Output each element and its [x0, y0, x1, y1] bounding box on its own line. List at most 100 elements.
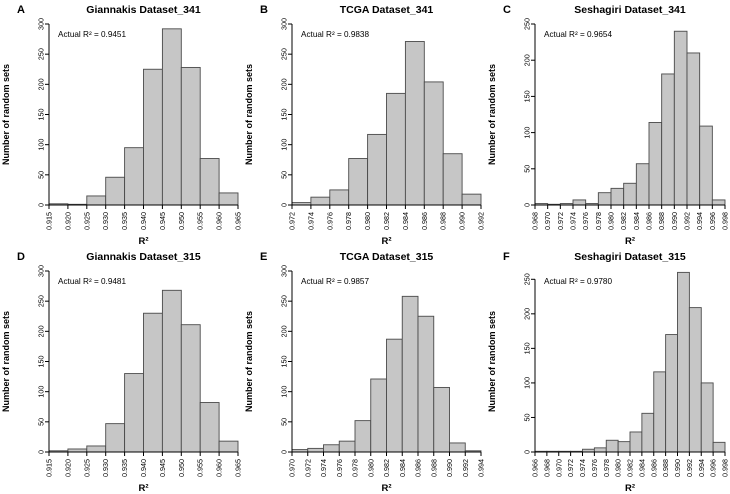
panel-title: Giannakis Dataset_341: [86, 4, 201, 16]
y-tick-label: 150: [37, 356, 46, 368]
y-axis-label: Number of random sets: [487, 64, 497, 165]
panel-b: 0.972 0.974 0.976 0.978 0.980 0.982 0.984 0.986…: [243, 0, 486, 247]
histogram-bar: [461, 193, 482, 206]
histogram-bar: [617, 441, 631, 453]
histogram-bar: [329, 189, 350, 206]
histogram-bar: [180, 66, 201, 206]
x-tick-label: 0.972: [288, 212, 297, 230]
panel-title: TCGA Dataset_315: [340, 251, 434, 263]
histogram-bar: [665, 334, 678, 453]
y-tick-label: 250: [37, 295, 46, 307]
y-axis-label: Number of random sets: [244, 311, 254, 412]
y-tick-label: 200: [523, 308, 532, 320]
x-tick-label: 0.982: [382, 459, 391, 477]
x-tick-label: 0.984: [398, 459, 407, 477]
y-tick-label: 150: [523, 342, 532, 354]
histogram-bar: [218, 440, 239, 453]
actual-r2-annotation: Actual R² = 0.9838: [301, 30, 369, 39]
histogram-bar: [404, 41, 425, 206]
histogram-bar: [712, 441, 726, 453]
histogram-bar: [673, 30, 688, 206]
y-tick-label: 200: [37, 325, 46, 337]
x-tick-label: 0.970: [288, 459, 297, 477]
x-tick-label: 0.986: [649, 459, 658, 477]
x-axis-label: R²: [381, 483, 391, 494]
y-tick-label: 50: [37, 171, 46, 179]
x-tick-label: 0.920: [63, 212, 72, 230]
y-tick-label: 300: [37, 18, 46, 30]
x-tick-label: 0.980: [614, 459, 623, 477]
histogram-bar: [423, 81, 444, 206]
y-axis-label: Number of random sets: [487, 311, 497, 412]
x-tick-label: 0.945: [158, 459, 167, 477]
x-tick-label: 0.990: [673, 459, 682, 477]
x-tick-label: 0.986: [420, 212, 429, 230]
histogram-bar: [86, 445, 107, 453]
panel-plot-b: 0.972 0.974 0.976 0.978 0.980 0.982 0.984 0.986…: [244, 4, 486, 247]
x-tick-label: 0.984: [637, 459, 646, 477]
y-tick-label: 100: [280, 386, 289, 398]
histogram-bar: [433, 386, 450, 453]
x-tick-label: 0.986: [414, 459, 423, 477]
panel-plot-c: 0.968 0.970 0.972 0.974 0.976 0.978 0.980 0.982…: [487, 4, 730, 247]
y-tick-label: 0: [280, 450, 289, 454]
panel-letter: E: [260, 251, 267, 263]
x-tick-label: 0.992: [685, 459, 694, 477]
histogram-bar: [442, 153, 463, 206]
panel-letter: B: [260, 4, 268, 16]
histogram-bar: [199, 402, 220, 453]
histogram-bar: [653, 371, 667, 453]
x-tick-label: 0.960: [215, 459, 224, 477]
histogram-bar: [417, 315, 435, 453]
histogram-bar: [386, 338, 403, 453]
x-tick-label: 0.976: [335, 459, 344, 477]
x-tick-label: 0.935: [120, 459, 129, 477]
y-tick-label: 50: [37, 418, 46, 426]
y-tick-label: 300: [280, 265, 289, 277]
histogram-bar: [310, 196, 331, 206]
actual-r2-annotation: Actual R² = 0.9481: [58, 277, 126, 286]
x-tick-label: 0.945: [158, 212, 167, 230]
histogram-bar: [105, 423, 126, 453]
y-tick-label: 200: [280, 78, 289, 90]
x-tick-label: 0.925: [82, 459, 91, 477]
x-tick-label: 0.986: [645, 212, 654, 230]
x-tick-label: 0.984: [632, 212, 641, 230]
histogram-bar: [307, 447, 324, 453]
y-tick-label: 200: [280, 325, 289, 337]
x-tick-label: 0.930: [101, 212, 110, 230]
histogram-bar: [641, 412, 655, 453]
y-tick-label: 250: [523, 273, 532, 285]
histogram-bar: [218, 192, 239, 206]
panel-plot-a: 0.915 0.920 0.925 0.930 0.935 0.940 0.945 0.950…: [1, 4, 243, 247]
y-axis-label: Number of random sets: [1, 311, 11, 412]
x-tick-label: 0.976: [590, 459, 599, 477]
y-tick-label: 150: [37, 109, 46, 121]
histogram-bar: [635, 163, 650, 206]
x-tick-label: 0.972: [556, 212, 565, 230]
histogram-bar: [629, 431, 643, 453]
y-tick-label: 300: [37, 265, 46, 277]
x-tick-label: 0.996: [708, 212, 717, 230]
histogram-bar: [370, 378, 387, 453]
x-axis-label: R²: [138, 483, 148, 494]
x-tick-label: 0.970: [554, 459, 563, 477]
x-tick-label: 0.974: [319, 459, 328, 477]
histogram-bar: [354, 420, 372, 453]
panel-title: Seshagiri Dataset_315: [574, 251, 686, 263]
histogram-bar: [348, 158, 369, 206]
x-tick-label: 0.978: [594, 212, 603, 230]
histogram-bar: [605, 439, 619, 453]
histogram-bar: [86, 195, 107, 206]
histogram-bar: [199, 158, 220, 206]
x-axis-label: R²: [381, 236, 391, 247]
x-tick-label: 0.955: [196, 459, 205, 477]
x-tick-label: 0.994: [477, 459, 486, 477]
histogram-bar: [688, 307, 702, 453]
y-tick-label: 0: [37, 203, 46, 207]
y-tick-label: 100: [523, 377, 532, 389]
x-tick-label: 0.976: [325, 212, 334, 230]
histogram-bar: [700, 382, 714, 453]
x-tick-label: 0.965: [234, 459, 243, 477]
